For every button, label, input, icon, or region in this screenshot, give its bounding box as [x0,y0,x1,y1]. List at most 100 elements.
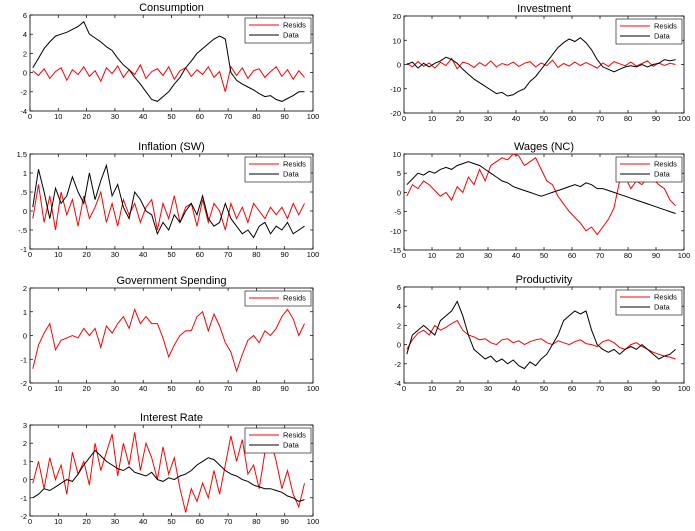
series-line-data [32,163,305,239]
x-tick-label: 80 [252,384,260,393]
x-tick-label: 20 [456,114,464,123]
x-tick-label: 70 [596,384,604,393]
x-tick-label: 60 [568,251,576,260]
series-line-data [406,37,676,97]
y-tick-label: 1 [23,457,27,466]
x-tick-label: 10 [428,251,436,260]
x-tick-label: 0 [28,517,32,526]
x-tick-label: 100 [678,384,691,393]
x-tick-label: 90 [652,251,660,260]
legend-label-data: Data [654,303,671,312]
x-tick-label: 40 [139,112,147,121]
y-tick-label: 6 [397,283,401,292]
series-line-data [32,20,305,102]
x-tick-label: 100 [307,112,320,121]
x-tick-label: 90 [281,517,289,526]
x-tick-label: 20 [456,251,464,260]
x-tick-label: 10 [54,250,62,259]
x-tick-label: 20 [82,517,90,526]
subplot-0: Consumption 0 10 20 30 40 50 60 70 80 90 100 -4 -2 0 2 4… [20,2,319,121]
x-tick-label: 50 [167,250,175,259]
y-tick-label: -10 [390,227,401,236]
x-tick-label: 30 [484,251,492,260]
y-tick-label: 5 [397,169,401,178]
x-tick-label: 100 [307,250,320,259]
x-tick-label: 0 [28,384,32,393]
legend-box [244,427,312,454]
y-tick-label: 2 [23,284,27,293]
x-tick-label: 40 [512,114,520,123]
legend-box [615,289,683,316]
x-tick-label: 70 [224,112,232,121]
x-tick-label: 50 [167,112,175,121]
y-tick-label: 20 [393,12,401,21]
legend-label-resids: Resids [283,294,306,303]
x-tick-label: 80 [252,112,260,121]
x-tick-label: 50 [540,384,548,393]
legend-label-resids: Resids [283,160,306,169]
chart-title: Productivity [516,274,573,286]
x-tick-label: 60 [568,114,576,123]
x-tick-label: 0 [402,114,406,123]
y-tick-label: -2 [20,512,27,521]
x-tick-label: 90 [281,384,289,393]
y-tick-label: -4 [20,107,27,116]
y-tick-label: .5 [21,188,27,197]
x-tick-label: 10 [54,384,62,393]
x-tick-label: 60 [568,384,576,393]
x-tick-label: 70 [224,384,232,393]
x-tick-label: 80 [624,251,632,260]
x-tick-label: 100 [307,517,320,526]
x-tick-label: 10 [428,114,436,123]
y-tick-label: -2 [20,88,27,97]
series-line-data [406,161,676,214]
y-tick-label: 1.5 [17,150,27,159]
legend-label-resids: Resids [283,431,306,440]
legend-box [244,156,312,183]
x-tick-label: 40 [139,517,147,526]
y-tick-label: 2 [23,439,27,448]
x-tick-label: 80 [252,517,260,526]
x-tick-label: 60 [196,384,204,393]
x-tick-label: 0 [28,250,32,259]
x-tick-label: 60 [196,250,204,259]
chart-title: Interest Rate [140,412,203,424]
y-tick-label: -10 [390,85,401,94]
x-tick-label: 0 [402,384,406,393]
x-tick-label: 20 [82,384,90,393]
legend-box [244,17,312,44]
x-tick-label: 90 [281,250,289,259]
x-tick-label: 30 [484,114,492,123]
y-tick-label: -.5 [18,226,27,235]
y-tick-label: 4 [397,302,401,311]
x-tick-label: 100 [678,114,691,123]
x-tick-label: 80 [252,250,260,259]
series-line-resids [406,57,676,70]
y-tick-label: 0 [23,476,27,485]
y-tick-label: 10 [393,150,401,159]
chart-title: Wages (NC) [514,141,574,153]
legend-label-resids: Resids [654,293,677,302]
y-tick-label: 0 [397,188,401,197]
subplot-3: Wages (NC)0 10 20 30 40 50 60 70 80 90 100-15-10-5… [390,141,690,260]
y-tick-label: -1 [20,355,27,364]
chart-title: Inflation (SW) [138,141,205,153]
legend-label-data: Data [283,31,300,40]
x-tick-label: 100 [307,384,320,393]
legend-label-resids: Resids [654,22,677,31]
x-tick-label: 40 [139,250,147,259]
subplot-1: Investment 0 10 20 30 40 50 60 70 80 90 100 -20 -10 0 1… [390,3,690,123]
y-tick-label: -1 [20,494,27,503]
x-tick-label: 20 [82,250,90,259]
x-tick-label: 80 [624,384,632,393]
subplot-2: Inflation (SW)0 10 20 30 40 50 60 70 80 90 100-1-.… [17,141,320,259]
x-tick-label: 40 [512,384,520,393]
y-tick-label: -20 [390,109,401,118]
y-tick-label: -1 [20,245,27,254]
chart-title: Investment [517,3,571,15]
legend-box [615,18,683,45]
